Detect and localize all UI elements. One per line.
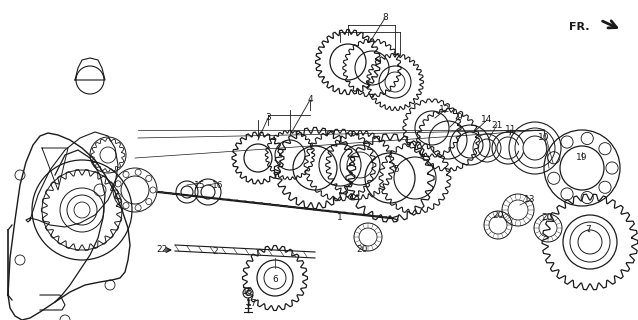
Text: 6: 6 bbox=[272, 276, 278, 284]
Text: 14: 14 bbox=[481, 116, 493, 124]
Text: 10: 10 bbox=[538, 133, 550, 142]
Text: 15: 15 bbox=[194, 180, 205, 189]
Text: 11: 11 bbox=[505, 125, 517, 134]
Text: 18: 18 bbox=[242, 287, 254, 297]
Text: 3: 3 bbox=[265, 114, 271, 123]
Text: 21: 21 bbox=[491, 121, 503, 130]
Text: 13: 13 bbox=[524, 196, 536, 204]
Text: 17: 17 bbox=[246, 300, 258, 308]
Text: 12: 12 bbox=[440, 106, 450, 115]
Text: 2: 2 bbox=[212, 247, 218, 257]
Text: 4: 4 bbox=[307, 95, 313, 105]
Text: 1: 1 bbox=[337, 213, 343, 222]
Text: 7: 7 bbox=[585, 226, 591, 235]
Text: 8: 8 bbox=[382, 13, 388, 22]
Text: 20: 20 bbox=[493, 211, 503, 220]
Text: 16: 16 bbox=[212, 180, 224, 189]
Text: 9: 9 bbox=[456, 114, 462, 123]
Text: 20: 20 bbox=[541, 213, 553, 222]
Text: 20: 20 bbox=[356, 245, 367, 254]
Text: 19: 19 bbox=[576, 154, 588, 163]
Text: 5: 5 bbox=[393, 165, 399, 174]
Text: FR.: FR. bbox=[570, 22, 590, 32]
Text: 22: 22 bbox=[156, 245, 168, 254]
